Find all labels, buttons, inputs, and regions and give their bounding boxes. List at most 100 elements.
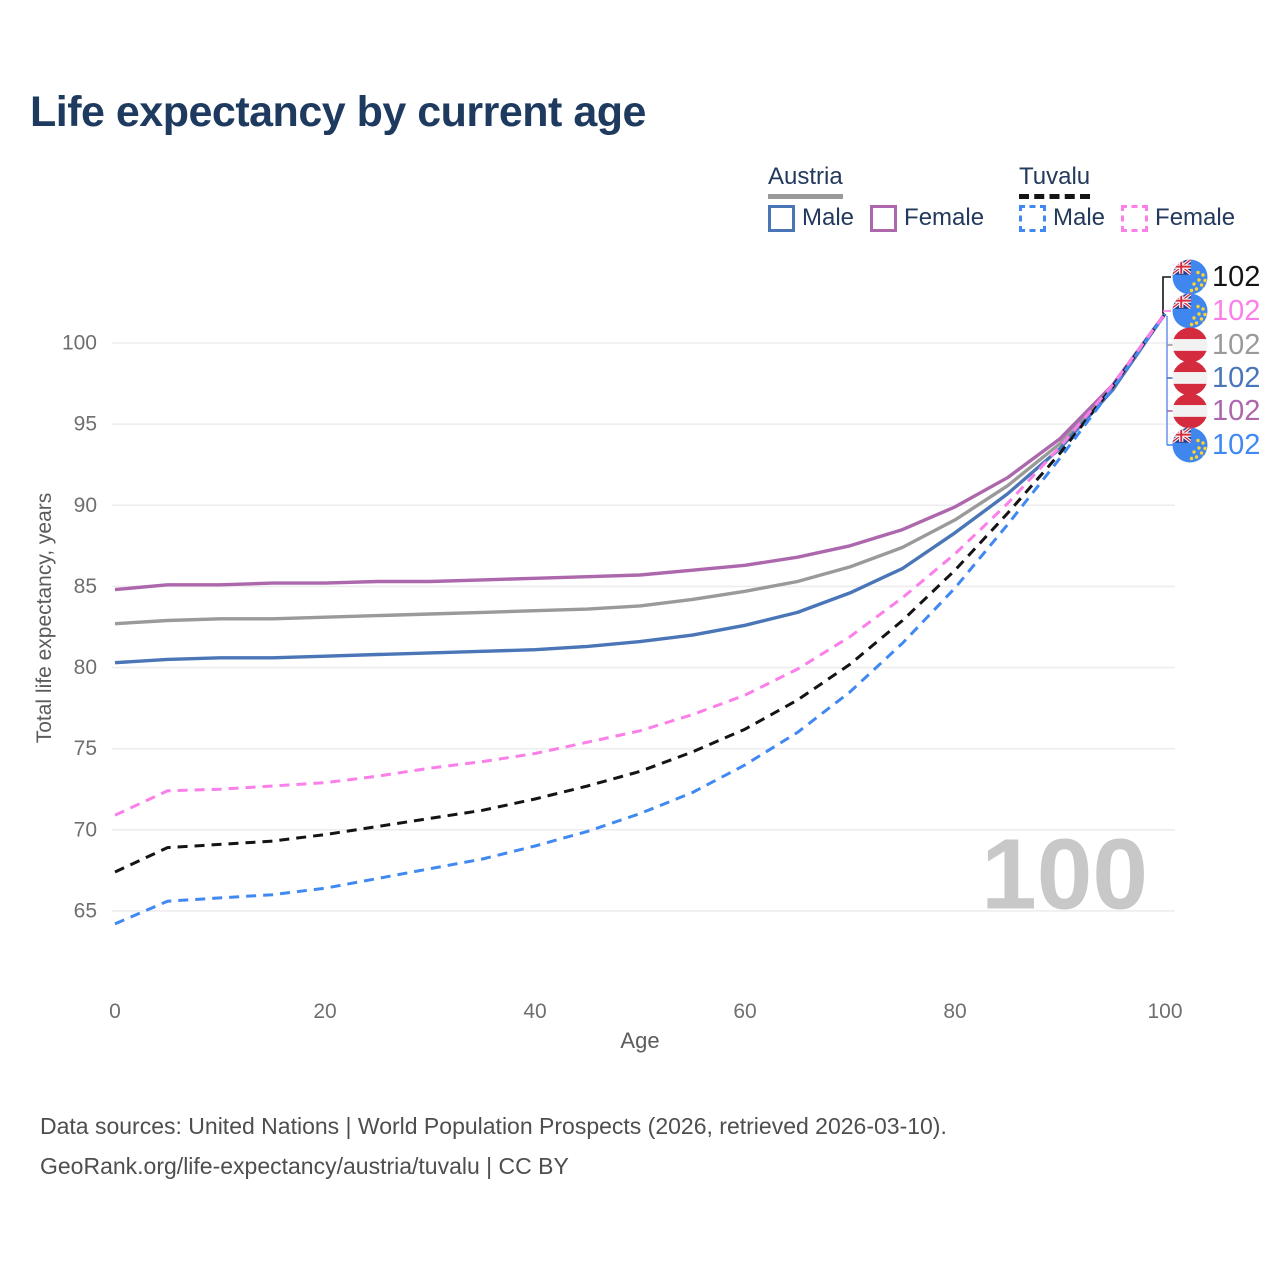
flag-star <box>1189 456 1194 461</box>
austria-female-swatch-icon <box>870 204 898 232</box>
series-line-austria-female[interactable] <box>114 312 1167 592</box>
footer-attribution: GeoRank.org/life-expectancy/austria/tuva… <box>40 1153 569 1179</box>
y-tick-label: 100 <box>62 332 97 355</box>
flag-star <box>1199 317 1204 321</box>
flag-stripe <box>1172 383 1208 396</box>
leader-line <box>1162 276 1171 314</box>
flag-star <box>1201 273 1205 277</box>
end-label-value: 102 <box>1212 261 1260 293</box>
legend-label: Female <box>904 204 985 231</box>
flag-icon-tuvalu <box>1172 427 1208 463</box>
end-label-value: 102 <box>1212 295 1260 327</box>
flag-star <box>1192 316 1196 320</box>
flag-stripe <box>1172 327 1208 340</box>
legend-item-tuvalu-male[interactable]: Male <box>1019 204 1105 232</box>
flag-star <box>1197 278 1201 282</box>
legend-label: Male <box>802 204 855 231</box>
x-tick-label: 60 <box>733 1000 756 1023</box>
flag-stripe <box>1172 393 1208 406</box>
flag-star <box>1192 282 1196 286</box>
series-line-tuvalu-female[interactable] <box>114 312 1167 817</box>
flag-stripe <box>1172 372 1208 384</box>
x-axis-title: Age <box>620 1028 660 1053</box>
flag-star <box>1189 322 1194 327</box>
series-line-austria[interactable] <box>114 312 1167 626</box>
flag-star <box>1199 283 1204 287</box>
x-tick-label: 20 <box>313 1000 336 1023</box>
end-label-value: 102 <box>1212 429 1260 461</box>
union-jack <box>1172 427 1191 443</box>
flag-art <box>1172 360 1208 396</box>
union-jack <box>1172 259 1191 275</box>
x-tick-label: 80 <box>943 1000 966 1023</box>
flag-star <box>1199 451 1204 455</box>
legend-header-austria: Austria <box>768 163 843 199</box>
flag-star <box>1192 450 1196 454</box>
flag-star <box>1203 278 1207 283</box>
y-tick-label: 70 <box>74 818 97 841</box>
flag-art <box>1172 259 1208 295</box>
flag-star <box>1203 312 1207 317</box>
flag-stripe <box>1172 416 1208 429</box>
x-tick-label: 100 <box>1147 1000 1182 1023</box>
flag-star <box>1196 270 1200 275</box>
y-tick-label: 95 <box>74 413 97 436</box>
legend-label: Male <box>1053 204 1106 231</box>
end-label-value: 102 <box>1212 395 1260 427</box>
end-label-value: 102 <box>1212 362 1260 394</box>
y-tick-label: 85 <box>74 575 97 598</box>
flag-art <box>1172 293 1208 329</box>
series-line-austria-male[interactable] <box>114 312 1167 665</box>
flag-icon-austria <box>1172 393 1208 429</box>
flag-icon-tuvalu <box>1172 259 1208 295</box>
x-tick-label: 40 <box>523 1000 546 1023</box>
flag-star <box>1202 287 1206 291</box>
flag-star <box>1201 441 1205 445</box>
flag-star <box>1197 446 1201 450</box>
austria-male-swatch-icon <box>768 204 795 232</box>
flag-icon-austria <box>1172 360 1208 396</box>
legend-item-austria-male[interactable]: Male <box>768 204 854 232</box>
legend: Austria Male Female Tuvalu Male Female <box>0 163 1280 243</box>
flag-art <box>1172 427 1208 463</box>
flag-star <box>1196 304 1200 309</box>
flag-star <box>1201 307 1205 311</box>
legend-header-tuvalu: Tuvalu <box>1019 163 1091 199</box>
tuvalu-male-swatch-icon <box>1019 204 1046 232</box>
flag-icon-tuvalu <box>1172 293 1208 329</box>
flag-star <box>1194 287 1199 291</box>
page-title: Life expectancy by current age <box>30 88 646 136</box>
union-jack <box>1172 293 1191 309</box>
series-line-tuvalu-male[interactable] <box>114 312 1167 926</box>
series-line-tuvalu[interactable] <box>114 312 1167 874</box>
flag-art <box>1172 393 1208 429</box>
flag-star <box>1203 446 1207 451</box>
y-tick-label: 90 <box>74 494 97 517</box>
y-axis-title: Total life expectancy, years <box>33 492 56 744</box>
flag-star <box>1196 438 1200 443</box>
flag-star <box>1194 455 1199 459</box>
flag-stripe <box>1172 360 1208 373</box>
y-tick-label: 80 <box>74 656 97 679</box>
flag-stripe <box>1172 405 1208 417</box>
end-label-value: 102 <box>1212 329 1260 361</box>
flag-star <box>1194 321 1199 325</box>
flag-star <box>1202 455 1206 459</box>
tuvalu-female-swatch-icon <box>1121 204 1149 232</box>
legend-item-austria-female[interactable]: Female <box>870 204 984 232</box>
y-tick-label: 65 <box>74 899 97 922</box>
flag-star <box>1197 312 1201 316</box>
legend-group-austria: Austria Male Female <box>768 163 984 232</box>
flag-art <box>1172 327 1208 363</box>
flag-stripe <box>1172 350 1208 363</box>
legend-label: Female <box>1155 204 1236 231</box>
footer-data-sources: Data sources: United Nations | World Pop… <box>40 1113 947 1139</box>
x-tick-label: 0 <box>109 1000 121 1023</box>
footer: Data sources: United Nations | World Pop… <box>40 1106 947 1186</box>
legend-item-tuvalu-female[interactable]: Female <box>1121 204 1235 232</box>
legend-group-tuvalu: Tuvalu Male Female <box>1019 163 1235 232</box>
watermark-age: 100 <box>981 818 1148 930</box>
flag-star <box>1202 321 1206 325</box>
flag-stripe <box>1172 339 1208 351</box>
